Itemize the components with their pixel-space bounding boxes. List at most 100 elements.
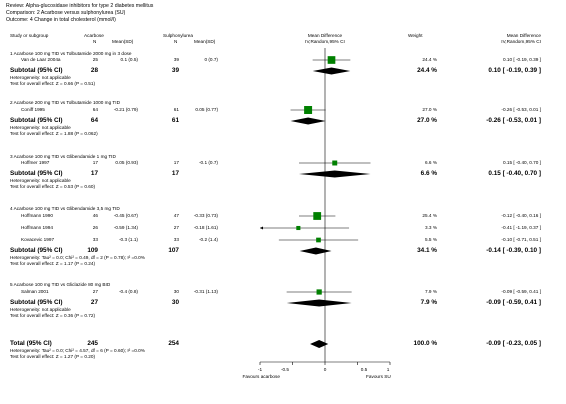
heterogeneity-text: Heterogeneity: Tau² = 0.0; Chi² = 4.57, … (10, 348, 145, 353)
effect-marker (296, 225, 301, 231)
ci-arrow (260, 226, 263, 230)
col-md-title-right: Mean Difference (506, 33, 541, 38)
col-acarbose-mean: Mean(SD) (112, 39, 134, 44)
su-n: 33 (173, 237, 179, 242)
subtotal-label: Subtotal (95% CI) (10, 299, 63, 306)
acarbose-n: 17 (92, 160, 98, 165)
acarbose-n: 27 (92, 289, 98, 294)
subtotal-weight: 27.0 % (417, 117, 437, 124)
acarbose-mean: 0.1 (0.5) (120, 57, 138, 62)
col-weight: Weight (408, 33, 423, 38)
subtotal-label: Subtotal (95% CI) (10, 117, 63, 124)
overall-effect-text: Test for overall effect: Z = 1.17 (P = 0… (10, 261, 96, 266)
subgroup-title: 5 Acarbose 100 mg TID vs Gliclazide 80 m… (10, 282, 111, 287)
favours-acarbose-label: Favours acarbose (242, 374, 280, 379)
subtotal-ci: 0.10 [ -0.19, 0.39 ] (488, 67, 541, 74)
subtotal-label: Subtotal (95% CI) (10, 170, 63, 177)
subtotal-diamond (299, 170, 371, 178)
subtotal-acarbose-n: 17 (90, 170, 98, 177)
total-acarbose-n: 245 (87, 340, 98, 347)
total-su-n: 254 (168, 340, 179, 347)
subtotal-ci: 0.15 [ -0.40, 0.70 ] (488, 170, 541, 177)
subtotal-diamond (299, 247, 332, 255)
overall-effect-text: Test for overall effect: Z = 0.36 (P = 0… (10, 313, 96, 318)
study-weight: 7.9 % (425, 289, 437, 294)
study-ci: 0.10 [ -0.19, 0.39 ] (502, 57, 541, 62)
subgroup-title: 1 Acarbose 100 mg TID vs Tolbutamide 200… (10, 51, 132, 56)
heterogeneity-text: Heterogeneity: not applicable (10, 125, 71, 130)
heterogeneity-text: Heterogeneity: not applicable (10, 75, 71, 80)
subtotal-label: Subtotal (95% CI) (10, 247, 63, 254)
acarbose-mean: -0.45 (0.67) (113, 213, 138, 218)
review-title: Review: Alpha-glucosidase inhibitors for… (6, 3, 154, 9)
su-n: 61 (173, 107, 179, 112)
study-name: Hoffmann 1994 (21, 225, 53, 230)
col-su-n: N (174, 39, 178, 44)
study-weight: 27.0 % (422, 107, 437, 112)
subtotal-acarbose-n: 28 (90, 67, 98, 74)
col-study: Study or subgroup (10, 33, 49, 38)
acarbose-n: 64 (92, 107, 98, 112)
subtotal-weight: 6.6 % (420, 170, 437, 177)
subtotal-diamond (290, 117, 326, 125)
acarbose-mean: -0.4 (0.8) (118, 289, 138, 294)
su-n: 39 (173, 57, 179, 62)
study-weight: 5.5 % (425, 237, 437, 242)
study-name: Van de Laar 2004a (21, 57, 61, 62)
su-n: 17 (173, 160, 179, 165)
heterogeneity-text: Heterogeneity: not applicable (10, 178, 71, 183)
subtotal-ci: -0.14 [ -0.39, 0.10 ] (486, 247, 541, 254)
overall-effect-text: Test for overall effect: Z = 0.66 (P = 0… (10, 81, 96, 86)
study-ci: -0.12 [ -0.40, 0.16 ] (501, 213, 541, 218)
acarbose-n: 46 (92, 213, 98, 218)
overall-effect-text: Test for overall effect: Z = 1.27 (P = 0… (10, 354, 96, 359)
study-name: Hoffmann 1990 (21, 213, 53, 218)
subtotal-acarbose-n: 27 (90, 299, 98, 306)
comparison-title: Comparison: 2 Acarbose versus sulphonylu… (6, 10, 126, 16)
study-weight: 6.6 % (425, 160, 437, 165)
acarbose-mean: 0.05 (0.93) (115, 160, 138, 165)
effect-marker (332, 160, 338, 166)
su-mean: -0.18 (1.61) (193, 225, 218, 230)
col-acarbose: Acarbose (84, 33, 104, 38)
study-name: Hoffmer 1997 (21, 160, 50, 165)
axis-tick-label: 0 (323, 367, 327, 372)
subtotal-su-n: 30 (171, 299, 179, 306)
col-md-title: Mean Difference (307, 33, 343, 38)
acarbose-mean: -0.3 (1.1) (118, 237, 138, 242)
total-weight: 100.0 % (413, 340, 437, 347)
study-ci: -0.26 [ -0.53, 0.01 ] (501, 107, 541, 112)
study-ci: -0.10 [ -0.71, 0.51 ] (501, 237, 541, 242)
col-md-method: IV,Random,95% CI (305, 39, 345, 44)
col-su: Sulphonylurea (163, 33, 193, 38)
subtotal-ci: -0.26 [ -0.53, 0.01 ] (486, 117, 541, 124)
overall-effect-text: Test for overall effect: Z = 1.88 (P = 0… (10, 131, 98, 136)
total-label: Total (95% CI) (10, 340, 52, 347)
su-n: 27 (173, 225, 179, 230)
subtotal-weight: 34.1 % (417, 247, 437, 254)
effect-marker (304, 106, 313, 114)
study-weight: 24.4 % (422, 57, 437, 62)
subtotal-weight: 24.4 % (417, 67, 437, 74)
overall-effect-text: Test for overall effect: Z = 0.53 (P = 0… (10, 184, 96, 189)
acarbose-n: 33 (92, 237, 98, 242)
total-ci: -0.09 [ -0.23, 0.05 ] (486, 340, 541, 347)
axis-tick-label: -0.5 (280, 367, 290, 372)
su-mean: -0.33 (0.73) (193, 213, 218, 218)
subtotal-ci: -0.09 [ -0.59, 0.41 ] (486, 299, 541, 306)
total-diamond (310, 340, 329, 348)
subgroup-title: 4 Acarbose 100 mg TID vs Glibendamide 3,… (10, 206, 120, 211)
study-weight: 25.4 % (422, 213, 437, 218)
subtotal-diamond (286, 299, 352, 307)
axis-tick-label: 0.5 (360, 367, 368, 372)
favours-su-label: Favours SU (366, 374, 391, 379)
acarbose-mean: -0.21 (0.79) (113, 107, 138, 112)
su-mean: 0 (0.7) (204, 57, 218, 62)
effect-marker (316, 237, 321, 243)
subtotal-acarbose-n: 64 (90, 117, 98, 124)
study-name: Salman 2001 (21, 289, 49, 294)
su-mean: -0.2 (1.4) (198, 237, 218, 242)
su-n: 47 (173, 213, 179, 218)
study-name: Kovacevic 1997 (21, 237, 55, 242)
